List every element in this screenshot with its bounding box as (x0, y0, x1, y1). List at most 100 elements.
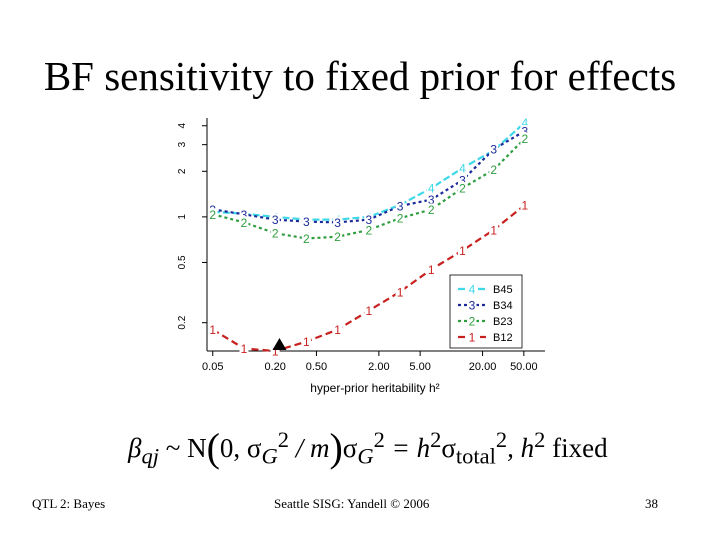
formula-beta-sub: qj (141, 443, 159, 469)
series-B12: 1 1 1 1 1 1 1 1 1 1 1 (208, 198, 530, 359)
data-point: 3 (428, 193, 435, 207)
y-tick-label: 0.5 (177, 255, 188, 269)
point-backdrop (239, 342, 249, 355)
y-tick-label: 0.2 (177, 315, 188, 329)
x-tick-label: 5.00 (409, 361, 430, 373)
formula-h2-sup: 2 (534, 427, 546, 452)
footer-event: Seattle SISG: Yandell © 2006 (274, 496, 430, 511)
legend-box (449, 274, 523, 349)
formula-over-m: / m (288, 433, 330, 463)
data-point: 3 (365, 213, 372, 227)
formula-open-paren: ( (206, 425, 220, 470)
data-point: 1 (490, 223, 497, 237)
point-backdrop (364, 304, 374, 317)
prior-marker-triangle (272, 338, 287, 350)
data-point: 1 (241, 342, 248, 356)
slide-title: BF sensitivity to fixed prior for effect… (43, 53, 677, 99)
formula-eq: = h (384, 433, 431, 463)
formula-sigmaG-sub: G (261, 443, 278, 469)
point-backdrop (489, 223, 499, 236)
point-backdrop (520, 198, 530, 211)
legend-symbol: 3 (469, 299, 476, 313)
data-point: 3 (334, 216, 341, 230)
x-axis-ticks: 0.05 0.20 0.50 2.00 5.00 20.00 50.00 (202, 351, 538, 373)
data-point: 1 (522, 198, 529, 212)
data-point: 2 (522, 132, 529, 146)
x-tick-label: 0.50 (306, 361, 327, 373)
legend-entry-B12: 1 B12 (458, 331, 513, 345)
data-point: 1 (272, 345, 279, 359)
point-backdrop (457, 162, 467, 175)
x-tick-label: 2.00 (368, 361, 389, 373)
formula-beta: β (128, 433, 142, 463)
legend-symbol-backdrop (467, 299, 477, 311)
point-backdrop (489, 143, 499, 156)
legend-symbol-backdrop (467, 331, 477, 343)
point-backdrop (426, 182, 436, 195)
point-backdrop (301, 232, 311, 245)
point-backdrop (208, 208, 218, 221)
footer-course: QTL 2: Bayes (32, 496, 106, 511)
formula-h-sup: 2 (430, 427, 442, 452)
data-point: 2 (428, 203, 435, 217)
legend-symbol-backdrop (467, 283, 477, 295)
legend-label: B34 (493, 300, 513, 312)
point-backdrop (489, 163, 499, 176)
data-point: 2 (303, 232, 310, 246)
point-backdrop (426, 193, 436, 206)
series-layer: 4444444444433333333333222222222221111111… (208, 116, 530, 359)
data-point: 3 (397, 199, 404, 213)
legend-symbol: 1 (469, 331, 476, 345)
point-backdrop (239, 216, 249, 229)
formula-close-paren: ) (329, 425, 343, 470)
point-backdrop (520, 132, 530, 145)
data-point: 2 (490, 163, 497, 177)
formula-tail: , h (507, 433, 535, 463)
data-point: 2 (209, 208, 216, 222)
series-B23: 2 2 2 2 2 2 2 2 2 2 2 (208, 132, 530, 246)
point-backdrop (395, 199, 405, 212)
y-tick-label: 2 (177, 168, 188, 174)
formula-sigma2: σ (342, 433, 358, 463)
y-tick-label: 1 (177, 214, 188, 220)
legend-label: B45 (493, 284, 513, 296)
point-backdrop (208, 323, 218, 336)
data-point: 3 (490, 143, 497, 157)
formula-total-sup: 2 (495, 427, 508, 452)
bayes-factor-chart: 0.05 0.20 0.50 2.00 5.00 20.00 50.00 0.20.5123… (177, 116, 545, 395)
data-point: 1 (209, 323, 216, 337)
point-backdrop (426, 203, 436, 216)
point-backdrop (333, 216, 343, 229)
data-point: 3 (459, 174, 466, 188)
data-point: 1 (459, 244, 466, 258)
data-point: 2 (272, 227, 279, 241)
series-B45: 44444444444 (208, 116, 530, 227)
legend-label: B23 (493, 316, 513, 328)
data-point: 1 (365, 304, 372, 318)
legend-symbol: 2 (469, 315, 476, 329)
series-line (212, 137, 526, 240)
point-backdrop (270, 227, 280, 240)
point-backdrop (364, 223, 374, 236)
point-backdrop (333, 230, 343, 243)
series-B34: 33333333333 (208, 124, 530, 230)
legend: 4 B45 3 B34 2 B23 1 B12 (449, 274, 523, 349)
y-tick-label: 3 (177, 141, 188, 147)
x-axis-label: hyper-prior heritability h² (310, 381, 439, 395)
x-tick-label: 20.00 (469, 361, 497, 373)
point-backdrop (520, 116, 530, 129)
point-backdrop (301, 335, 311, 348)
data-point: 2 (459, 182, 466, 196)
prior-formula: βqj ~ N(0, σG2 / m)σG2 = h2σtotal2, h2 f… (128, 424, 608, 471)
legend-entry-B45: 4 B45 (458, 283, 513, 297)
point-backdrop (333, 323, 343, 336)
legend-entry-B34: 3 B34 (458, 299, 513, 313)
point-backdrop (395, 212, 405, 225)
data-point: 4 (522, 116, 529, 130)
legend-symbol: 4 (469, 283, 476, 297)
data-point: 3 (303, 215, 310, 229)
point-backdrop (239, 208, 249, 221)
data-point: 2 (365, 223, 372, 237)
data-point: 1 (428, 263, 435, 277)
point-backdrop (457, 182, 467, 195)
